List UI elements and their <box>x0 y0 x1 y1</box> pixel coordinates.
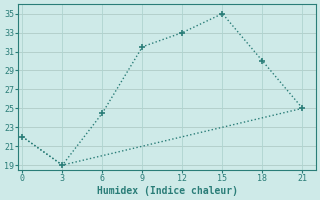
X-axis label: Humidex (Indice chaleur): Humidex (Indice chaleur) <box>97 186 237 196</box>
